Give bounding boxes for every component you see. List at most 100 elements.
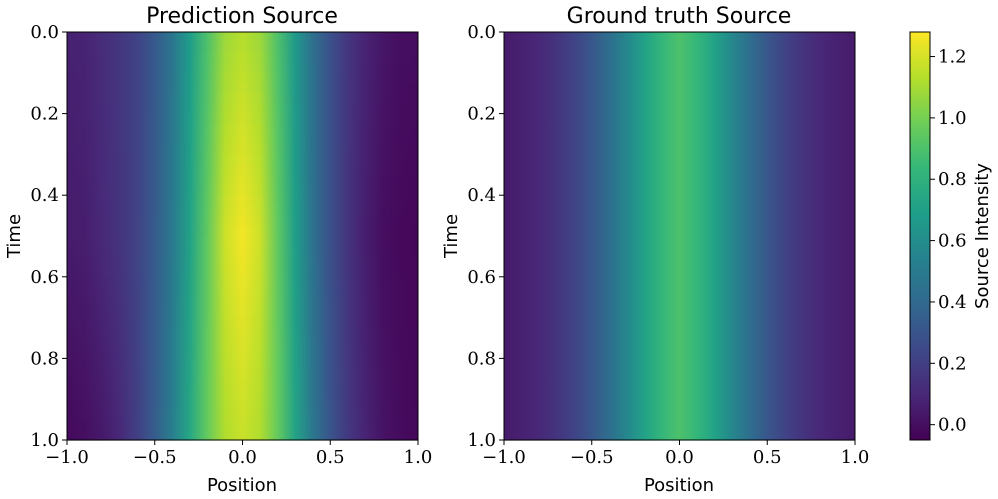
colorbar-ticks: 0.0 0.2 0.4 0.6 0.8 1.0 1.2 xyxy=(930,47,967,436)
heatmap-strip xyxy=(504,276,855,288)
heatmap-strip xyxy=(504,185,855,196)
colorbar: 0.0 0.2 0.4 0.6 0.8 1.0 1.2 Source Intensity xyxy=(909,31,993,441)
ground-truth-ylabel: Time xyxy=(441,214,462,259)
colorbar-tick-label: 1.2 xyxy=(938,47,967,68)
heatmap-strip xyxy=(67,154,418,166)
y-tick-label: 1.0 xyxy=(30,430,59,451)
heatmap-strip xyxy=(504,266,855,278)
heatmap-strip xyxy=(504,358,855,370)
heatmap-strip xyxy=(504,144,855,155)
heatmap-strip xyxy=(504,389,855,400)
colorbar-tick-label: 0.2 xyxy=(938,353,967,374)
heatmap-strip xyxy=(67,389,418,400)
heatmap-strip xyxy=(67,236,418,247)
heatmap-strip xyxy=(504,174,855,186)
colorbar-label: Source Intensity xyxy=(972,163,993,309)
heatmap-strip xyxy=(67,419,418,431)
heatmap-strip xyxy=(67,144,418,155)
colorbar-gradient xyxy=(910,32,930,440)
y-tick-label: 0.4 xyxy=(30,185,59,206)
heatmap-strip xyxy=(504,399,855,410)
heatmap-strip xyxy=(67,307,418,319)
heatmap-strip xyxy=(67,276,418,288)
heatmap-strip xyxy=(504,297,855,308)
heatmap-strip xyxy=(67,399,418,410)
y-tick-label: 0.4 xyxy=(467,185,496,206)
prediction-x-ticks: −1.0 −0.5 0.0 0.5 1.0 xyxy=(45,440,432,468)
prediction-xlabel: Position xyxy=(207,475,277,496)
heatmap-strip xyxy=(67,174,418,186)
colorbar-tick-label: 0.8 xyxy=(938,169,967,190)
heatmap-strip xyxy=(67,185,418,196)
heatmap-strip xyxy=(504,256,855,268)
heatmap-strip xyxy=(504,113,855,125)
heatmap-strip xyxy=(67,93,418,104)
prediction-y-ticks: 0.0 0.2 0.4 0.6 0.8 1.0 xyxy=(30,22,67,451)
heatmap-strip xyxy=(504,164,855,176)
colorbar-tick-label: 0.6 xyxy=(938,231,967,252)
heatmap-strip xyxy=(504,215,855,227)
colorbar-tick-label: 0.4 xyxy=(938,292,967,313)
heatmap-strip xyxy=(67,266,418,278)
heatmap-strip xyxy=(504,317,855,329)
heatmap-strip xyxy=(67,205,418,217)
x-tick-label: 0.0 xyxy=(228,447,257,468)
heatmap-strip xyxy=(504,236,855,247)
heatmap-strip xyxy=(67,195,418,206)
heatmap-strip xyxy=(67,123,418,135)
colorbar-frame xyxy=(909,31,931,441)
heatmap-strip xyxy=(67,348,418,359)
heatmap-strip xyxy=(504,246,855,257)
y-tick-label: 0.6 xyxy=(30,267,59,288)
heatmap-strip xyxy=(504,195,855,206)
colorbar-tick-label: 1.0 xyxy=(938,108,967,129)
ground-truth-y-ticks: 0.0 0.2 0.4 0.6 0.8 1.0 xyxy=(467,22,504,451)
heatmap-strip xyxy=(504,134,855,145)
heatmap-strip xyxy=(504,287,855,298)
y-tick-label: 0.8 xyxy=(467,348,496,369)
heatmap-strip xyxy=(504,419,855,431)
heatmap-strip xyxy=(67,62,418,74)
heatmap-strip xyxy=(67,42,418,53)
y-tick-label: 0.8 xyxy=(30,348,59,369)
heatmap-strip xyxy=(67,378,418,390)
heatmap-strip xyxy=(504,338,855,349)
y-tick-label: 0.6 xyxy=(467,267,496,288)
x-tick-label: −0.5 xyxy=(570,447,614,468)
x-tick-label: 0.0 xyxy=(665,447,694,468)
heatmap-strip xyxy=(67,297,418,308)
x-tick-label: 1.0 xyxy=(404,447,433,468)
heatmap-strip xyxy=(67,134,418,145)
heatmap-strip xyxy=(504,409,855,421)
colorbar-tick-label: 0.0 xyxy=(938,415,967,436)
heatmap-strip xyxy=(504,62,855,74)
prediction-panel: Prediction Source −1.0 −0.5 0.0 0.5 1.0 0.0 0… xyxy=(4,4,432,496)
ground-truth-xlabel: Position xyxy=(644,475,714,496)
heatmap-strip xyxy=(504,348,855,359)
heatmap-strip xyxy=(504,205,855,217)
prediction-title: Prediction Source xyxy=(146,4,338,29)
heatmap-strip xyxy=(67,52,418,64)
heatmap-strip xyxy=(67,256,418,268)
heatmap-strip xyxy=(67,409,418,421)
heatmap-strip xyxy=(67,429,418,441)
heatmap-strip xyxy=(67,32,418,43)
prediction-ylabel: Time xyxy=(4,214,25,259)
heatmap-strip xyxy=(67,287,418,298)
heatmap-strip xyxy=(504,72,855,84)
heatmap-strip xyxy=(67,338,418,349)
heatmap-strip xyxy=(504,225,855,237)
heatmap-strip xyxy=(504,83,855,94)
heatmap-strip xyxy=(67,72,418,84)
heatmap-strip xyxy=(67,103,418,115)
heatmap-strip xyxy=(504,32,855,43)
heatmap-strip xyxy=(504,368,855,380)
heatmap-strip xyxy=(504,42,855,53)
ground-truth-title: Ground truth Source xyxy=(567,4,792,29)
heatmap-strip xyxy=(67,215,418,227)
heatmap-strip xyxy=(67,368,418,380)
x-tick-label: 1.0 xyxy=(841,447,870,468)
heatmap-strip xyxy=(504,103,855,115)
y-tick-label: 0.0 xyxy=(467,22,496,43)
